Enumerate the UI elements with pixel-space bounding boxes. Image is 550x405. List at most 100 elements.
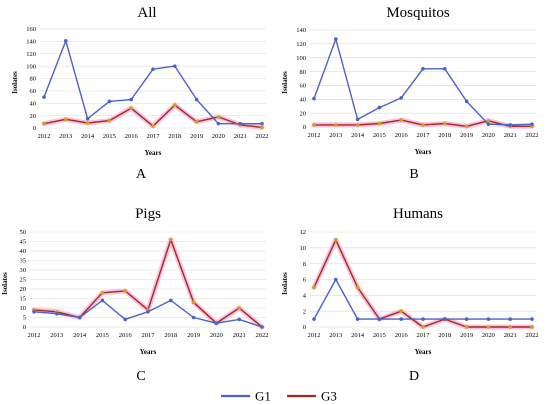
x-tick-label: 2018 (438, 132, 451, 139)
panel-letter: A (136, 167, 147, 182)
x-tick-label: 2012 (28, 332, 41, 339)
panel-title: Humans (393, 206, 443, 222)
y-tick-label: 40 (20, 248, 27, 255)
x-tick-label: 2020 (212, 133, 225, 140)
y-tick-label: 5 (23, 315, 26, 322)
data-point (194, 97, 199, 102)
data-point (464, 99, 469, 104)
x-tick-label: 2021 (233, 332, 246, 339)
x-tick-label: 2019 (187, 332, 200, 339)
series-g1 (32, 298, 264, 329)
y-tick-label: 100 (296, 55, 306, 62)
y-tick-label: 8 (303, 261, 306, 268)
legend-label: G3 (321, 389, 337, 404)
y-tick-label: 80 (30, 76, 37, 83)
data-point (421, 325, 425, 329)
y-tick-label: 40 (30, 100, 37, 107)
data-point (443, 317, 447, 321)
data-point (173, 103, 177, 107)
data-point (464, 325, 469, 329)
data-point (77, 315, 82, 320)
legend-label: G1 (255, 389, 271, 404)
y-tick-label: 40 (300, 96, 307, 103)
series-g3 (311, 117, 535, 129)
data-point (85, 116, 90, 121)
y-tick-label: 12 (300, 229, 307, 236)
x-tick-label: 2017 (142, 332, 156, 339)
y-axis-label: Isolates (1, 272, 9, 295)
y-axis-label: Isolates (281, 272, 289, 295)
data-point (129, 106, 133, 110)
y-tick-label: 20 (30, 113, 37, 120)
data-point (100, 291, 105, 295)
y-tick-label: 50 (20, 229, 27, 236)
y-tick-label: 80 (300, 69, 307, 76)
y-axis-label: Isolates (11, 71, 19, 94)
x-tick-label: 2022 (526, 332, 539, 339)
data-point (312, 285, 316, 290)
data-point (421, 123, 425, 127)
x-tick-label: 2014 (351, 332, 365, 339)
data-point (123, 289, 127, 293)
series-line (43, 40, 262, 125)
series-line (313, 38, 533, 126)
data-point (486, 122, 491, 127)
y-tick-label: 6 (303, 277, 307, 284)
data-point (486, 118, 491, 123)
series-glow (311, 237, 535, 330)
series-g1 (312, 37, 534, 127)
y-tick-label: 10 (300, 245, 307, 252)
x-tick-label: 2015 (373, 132, 386, 139)
x-tick-label: 2022 (256, 133, 269, 140)
data-point (238, 121, 242, 126)
data-point (146, 310, 150, 314)
data-point (443, 67, 447, 71)
panel-pigs: Pigs 0 5 10 15 20 25 30 35 40 45 50 2012 2013 2014 2015… (1, 206, 269, 384)
series-glow (31, 237, 265, 330)
data-point (151, 67, 155, 72)
x-tick-label: 2022 (526, 132, 539, 139)
data-point (334, 238, 338, 242)
panel-letter: C (136, 369, 145, 384)
legend-item-g1: G1 (221, 389, 271, 404)
data-point (107, 118, 112, 123)
legend: G1 G3 (221, 389, 337, 404)
x-tick-label: 2019 (460, 132, 473, 139)
y-tick-label: 140 (26, 39, 36, 46)
data-point (151, 124, 155, 128)
x-tick-label: 2019 (460, 332, 473, 339)
x-tick-label: 2017 (147, 133, 161, 140)
y-tick-label: 20 (20, 286, 27, 293)
data-point (194, 120, 199, 124)
data-point (421, 67, 425, 71)
y-tick-label: 0 (33, 125, 36, 132)
data-point (399, 309, 404, 313)
data-point (464, 317, 469, 321)
data-point (64, 117, 68, 122)
x-tick-label: 2013 (329, 132, 342, 139)
x-tick-label: 2015 (373, 332, 386, 339)
data-point (85, 121, 90, 125)
data-point (260, 325, 264, 329)
x-tick-label: 2012 (308, 132, 321, 139)
data-point (486, 317, 491, 321)
panel-title: All (137, 5, 156, 21)
data-point (237, 317, 241, 322)
data-point (107, 99, 112, 104)
data-point (129, 97, 133, 102)
x-tick-label: 2014 (73, 332, 87, 339)
series-g3 (311, 237, 535, 330)
legend-item-g3: G3 (287, 389, 337, 404)
data-point (377, 121, 382, 126)
x-tick-label: 2020 (482, 332, 495, 339)
series-line (313, 278, 532, 320)
x-tick-label: 2012 (308, 332, 321, 339)
y-tick-label: 45 (20, 239, 27, 246)
y-tick-label: 2 (303, 308, 306, 315)
x-axis-label: Years (140, 348, 157, 356)
panel-letter: D (409, 369, 419, 384)
y-tick-label: 120 (296, 41, 306, 48)
panel-all: All 0 20 40 60 80 100 120 140 160 2012 2013 2014 2015… (11, 5, 269, 182)
data-point (334, 37, 338, 41)
